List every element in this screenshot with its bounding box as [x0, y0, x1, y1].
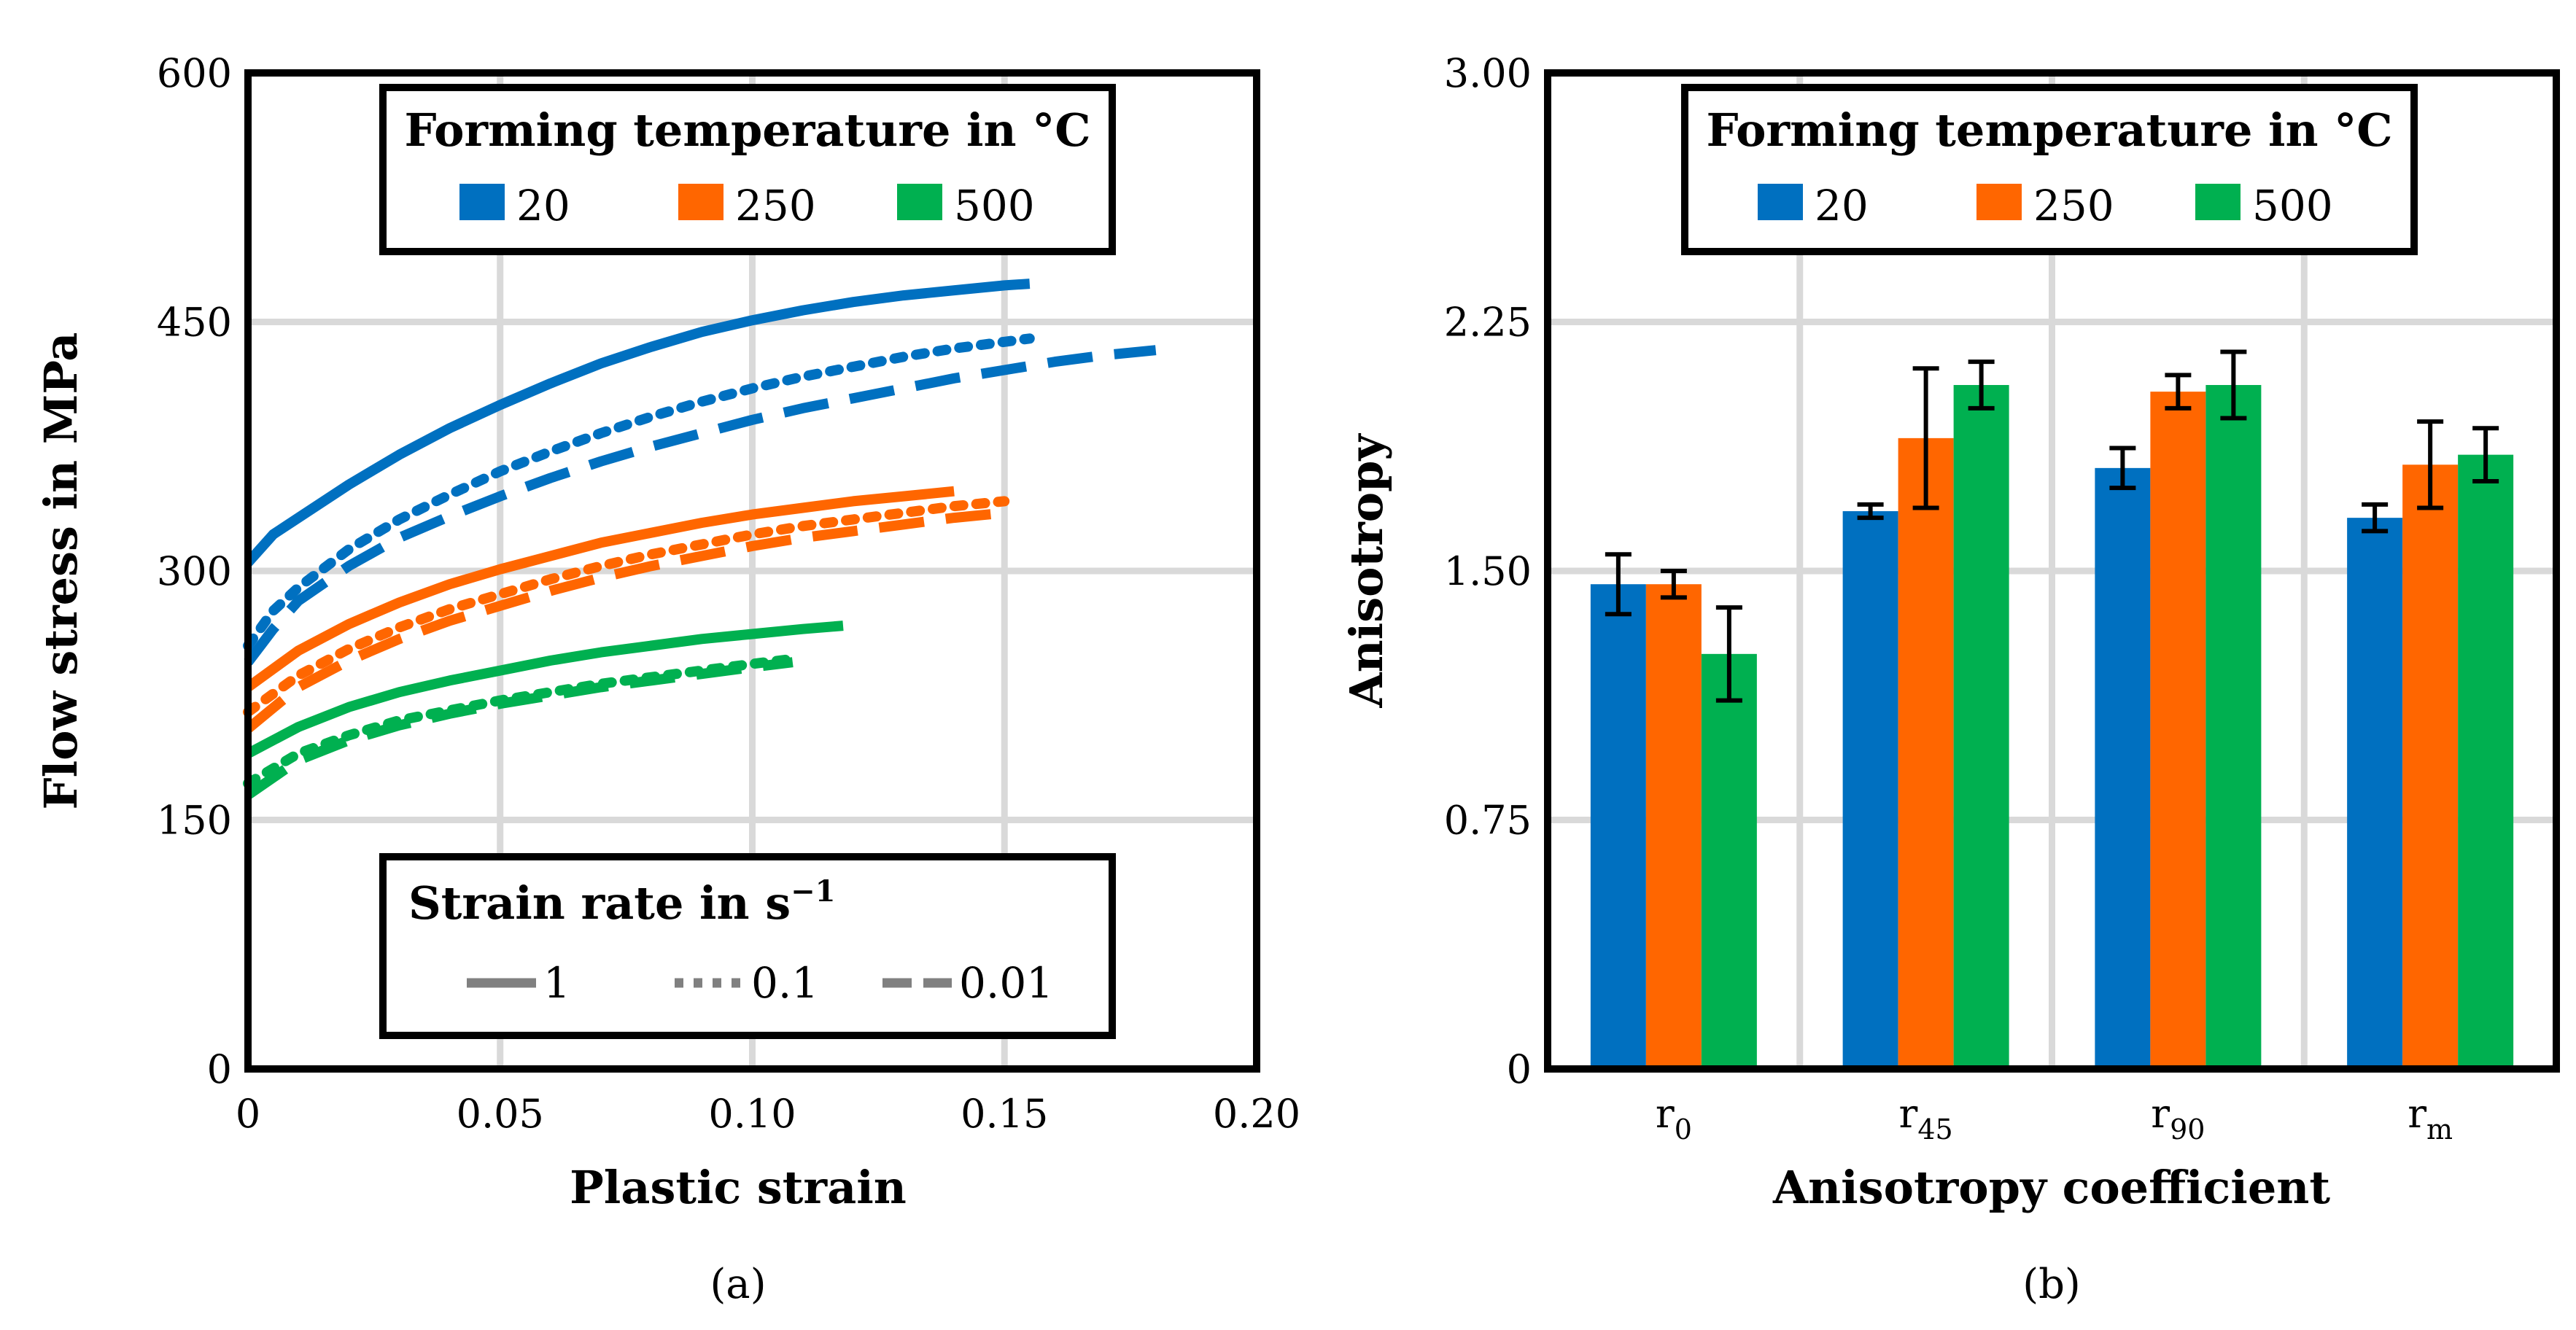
- panel-b: 00.751.502.253.00 r0 r45 r90 rm Anisotropy …: [1340, 50, 2560, 1308]
- panel-b-y-axis-title: Anisotropy: [1340, 433, 1393, 709]
- panel-b-bar: [2095, 467, 2151, 1069]
- category-label-subscript: m: [2426, 1113, 2453, 1146]
- panel-a-y-ticks: 0 150 300 450 600: [157, 50, 232, 1092]
- legend-swatch: [897, 184, 942, 220]
- panel-b-error-bars: [1605, 349, 2499, 703]
- legend-entry-label: 20: [516, 181, 570, 230]
- legend-entry-label: 500: [954, 181, 1035, 230]
- panel-a-strain-rate-legend-box: [379, 853, 1116, 1039]
- legend-entry-label: 250: [2033, 181, 2114, 230]
- panel-a-series-line: [244, 345, 1157, 666]
- panel-b-category-label: rm: [2408, 1091, 2453, 1146]
- panel-a-temperature-legend-box: [379, 84, 1116, 255]
- panel-a-x-tick-label: 0.15: [961, 1091, 1048, 1137]
- panel-a-y-axis-title: Flow stress in MPa: [34, 332, 88, 810]
- panel-b-temperature-legend-box: [1681, 84, 2418, 255]
- panel-a-temperature-legend-title: Forming temperature in °C: [404, 104, 1090, 157]
- legend-entry-label: 0.01: [959, 958, 1053, 1008]
- panel-a-series-line: [245, 657, 794, 800]
- category-label-base: r: [2151, 1091, 2170, 1137]
- panel-a-x-tick-label: 0.20: [1213, 1091, 1300, 1137]
- panel-b-category-labels: r0 r45 r90 rm: [1656, 1091, 2453, 1146]
- legend-entry-label: 500: [2252, 181, 2333, 230]
- panel-b-bar: [1590, 584, 1646, 1069]
- panel-a-x-tick-label: 0: [236, 1091, 260, 1137]
- panel-b-y-ticks: 0 0.75 1.50 2.25 3.00: [1444, 50, 1532, 1092]
- panel-b-bar: [1701, 653, 1757, 1069]
- panel-a-caption: (a): [710, 1261, 766, 1308]
- panel-b-y-tick-label: 3.00: [1444, 50, 1532, 96]
- panel-b-caption: (b): [2022, 1261, 2081, 1308]
- category-label-subscript: 0: [1675, 1113, 1692, 1146]
- panel-b-bars: [1590, 385, 2514, 1069]
- panel-a-series-line: [243, 333, 1035, 651]
- panel-a-strain-rate-legend-title: Strain rate in s−1: [408, 874, 835, 930]
- panel-b-y-tick-label: 0: [1507, 1046, 1532, 1092]
- legend-swatch: [459, 184, 505, 220]
- panel-a-strain-rate-legend-title-main: Strain rate in s: [408, 876, 791, 930]
- panel-a-series-line: [244, 279, 1031, 567]
- category-label-subscript: 90: [2170, 1113, 2205, 1146]
- panel-a-y-tick-label: 0: [207, 1046, 232, 1092]
- panel-a-strain-rate-legend: Strain rate in s−1 1 0.1 0.01: [379, 853, 1116, 1039]
- panel-b-bar: [1953, 385, 2009, 1069]
- panel-b-bar: [1898, 438, 1954, 1069]
- panel-a-series: [243, 279, 1157, 800]
- panel-b-bar: [2458, 454, 2514, 1069]
- panel-b-x-axis-title: Anisotropy coefficient: [1772, 1161, 2330, 1214]
- panel-a-series-line: [244, 508, 1005, 733]
- panel-a-y-tick-label: 150: [157, 798, 232, 844]
- legend-swatch: [1976, 184, 2022, 220]
- panel-b-bar: [2205, 385, 2262, 1069]
- category-label-base: r: [1656, 1091, 1675, 1137]
- panel-b-bar: [2347, 518, 2403, 1069]
- panel-b-plot-frame: [1544, 69, 2560, 1073]
- legend-entry-label: 250: [735, 181, 816, 230]
- panel-a-y-tick-label: 300: [157, 548, 232, 594]
- legend-swatch: [2195, 184, 2241, 220]
- panel-b-temperature-legend: Forming temperature in °C 20 250 500: [1681, 84, 2418, 255]
- panel-b-bar: [2402, 464, 2459, 1069]
- panel-b-category-label: r0: [1656, 1091, 1692, 1146]
- category-label-subscript: 45: [1917, 1113, 1952, 1146]
- legend-entry-label: 1: [543, 958, 570, 1008]
- panel-a-plot-frame: [244, 69, 1260, 1073]
- panel-a-y-tick-label: 600: [157, 50, 232, 96]
- panel-a-strain-rate-legend-title-sup: −1: [791, 874, 835, 909]
- panel-a-x-axis-title: Plastic strain: [570, 1161, 907, 1214]
- panel-a-series-line: [245, 621, 844, 758]
- panel-b-temperature-legend-title: Forming temperature in °C: [1706, 104, 2392, 157]
- panel-a-temperature-legend: Forming temperature in °C 20 250 500: [379, 84, 1116, 255]
- panel-b-category-label: r90: [2151, 1091, 2205, 1146]
- legend-swatch: [1758, 184, 1803, 220]
- panel-b-y-tick-label: 1.50: [1444, 548, 1532, 594]
- panel-a-series-line: [243, 496, 1010, 718]
- panel-b-category-label: r45: [1899, 1091, 1953, 1146]
- legend-entry-label: 0.1: [751, 958, 818, 1008]
- panel-b-temperature-legend-entries: 20 250 500: [1758, 181, 2333, 230]
- panel-a-strain-rate-legend-entries: 1 0.1 0.01: [467, 958, 1053, 1008]
- legend-swatch: [678, 184, 723, 220]
- panel-a: 0 150 300 450 600 0 0.05 0.10 0.15 0.20 Plastic …: [34, 50, 1300, 1308]
- panel-a-x-tick-label: 0.05: [457, 1091, 544, 1137]
- panel-b-bar: [2150, 392, 2206, 1069]
- panel-b-bar: [1645, 584, 1702, 1069]
- panel-b-y-tick-label: 0.75: [1444, 798, 1532, 844]
- panel-a-x-ticks: 0 0.05 0.10 0.15 0.20: [236, 1091, 1300, 1137]
- panel-a-series-line: [244, 486, 955, 692]
- panel-a-temperature-legend-entries: 20 250 500: [459, 181, 1035, 230]
- panel-b-y-tick-label: 2.25: [1444, 300, 1532, 346]
- panel-b-bar: [1842, 511, 1898, 1069]
- legend-entry-label: 20: [1815, 181, 1869, 230]
- category-label-base: r: [2408, 1091, 2426, 1137]
- panel-a-x-tick-label: 0.10: [708, 1091, 796, 1137]
- category-label-base: r: [1899, 1091, 1918, 1137]
- panel-a-y-tick-label: 450: [157, 300, 232, 346]
